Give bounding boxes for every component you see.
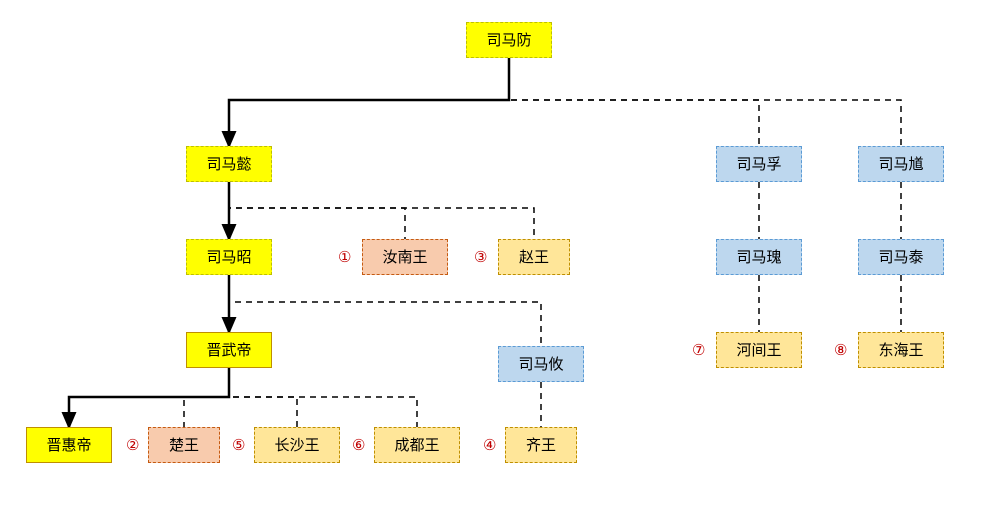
edge-root-sima_yi [229, 58, 509, 146]
node-sima_kui: 司马馗 [858, 146, 944, 182]
node-jin_huidi: 晋惠帝 [26, 427, 112, 463]
node-sima_yi: 司马懿 [186, 146, 272, 182]
node-sima_you: 司马攸 [498, 346, 584, 382]
edge-root-sima_kui [509, 58, 901, 146]
number-n5: ⑤ [232, 436, 245, 454]
node-zhao: 赵王 [498, 239, 570, 275]
edge-jin_wudi-chengdu [229, 368, 417, 427]
node-sima_fu: 司马孚 [716, 146, 802, 182]
number-n1: ① [338, 248, 351, 266]
node-donghai: 东海王 [858, 332, 944, 368]
number-n8: ⑧ [834, 341, 847, 359]
node-sima_tai: 司马泰 [858, 239, 944, 275]
node-changsha: 长沙王 [254, 427, 340, 463]
node-sima_zhao: 司马昭 [186, 239, 272, 275]
number-n2: ② [126, 436, 139, 454]
node-jin_wudi: 晋武帝 [186, 332, 272, 368]
number-n7: ⑦ [692, 341, 705, 359]
node-chengdu: 成都王 [374, 427, 460, 463]
node-runan: 汝南王 [362, 239, 448, 275]
node-root: 司马防 [466, 22, 552, 58]
edge-sima_yi-zhao [229, 182, 534, 239]
number-n6: ⑥ [352, 436, 365, 454]
node-qi: 齐王 [505, 427, 577, 463]
edge-jin_wudi-jin_huidi [69, 368, 229, 427]
edge-sima_yi-runan [229, 182, 405, 239]
number-n3: ③ [474, 248, 487, 266]
node-chu: 楚王 [148, 427, 220, 463]
number-n4: ④ [483, 436, 496, 454]
node-sima_gui: 司马瑰 [716, 239, 802, 275]
edge-sima_zhao-sima_you [229, 275, 541, 346]
edge-root-sima_fu [509, 58, 759, 146]
edge-jin_wudi-changsha [229, 368, 297, 427]
node-hejian: 河间王 [716, 332, 802, 368]
